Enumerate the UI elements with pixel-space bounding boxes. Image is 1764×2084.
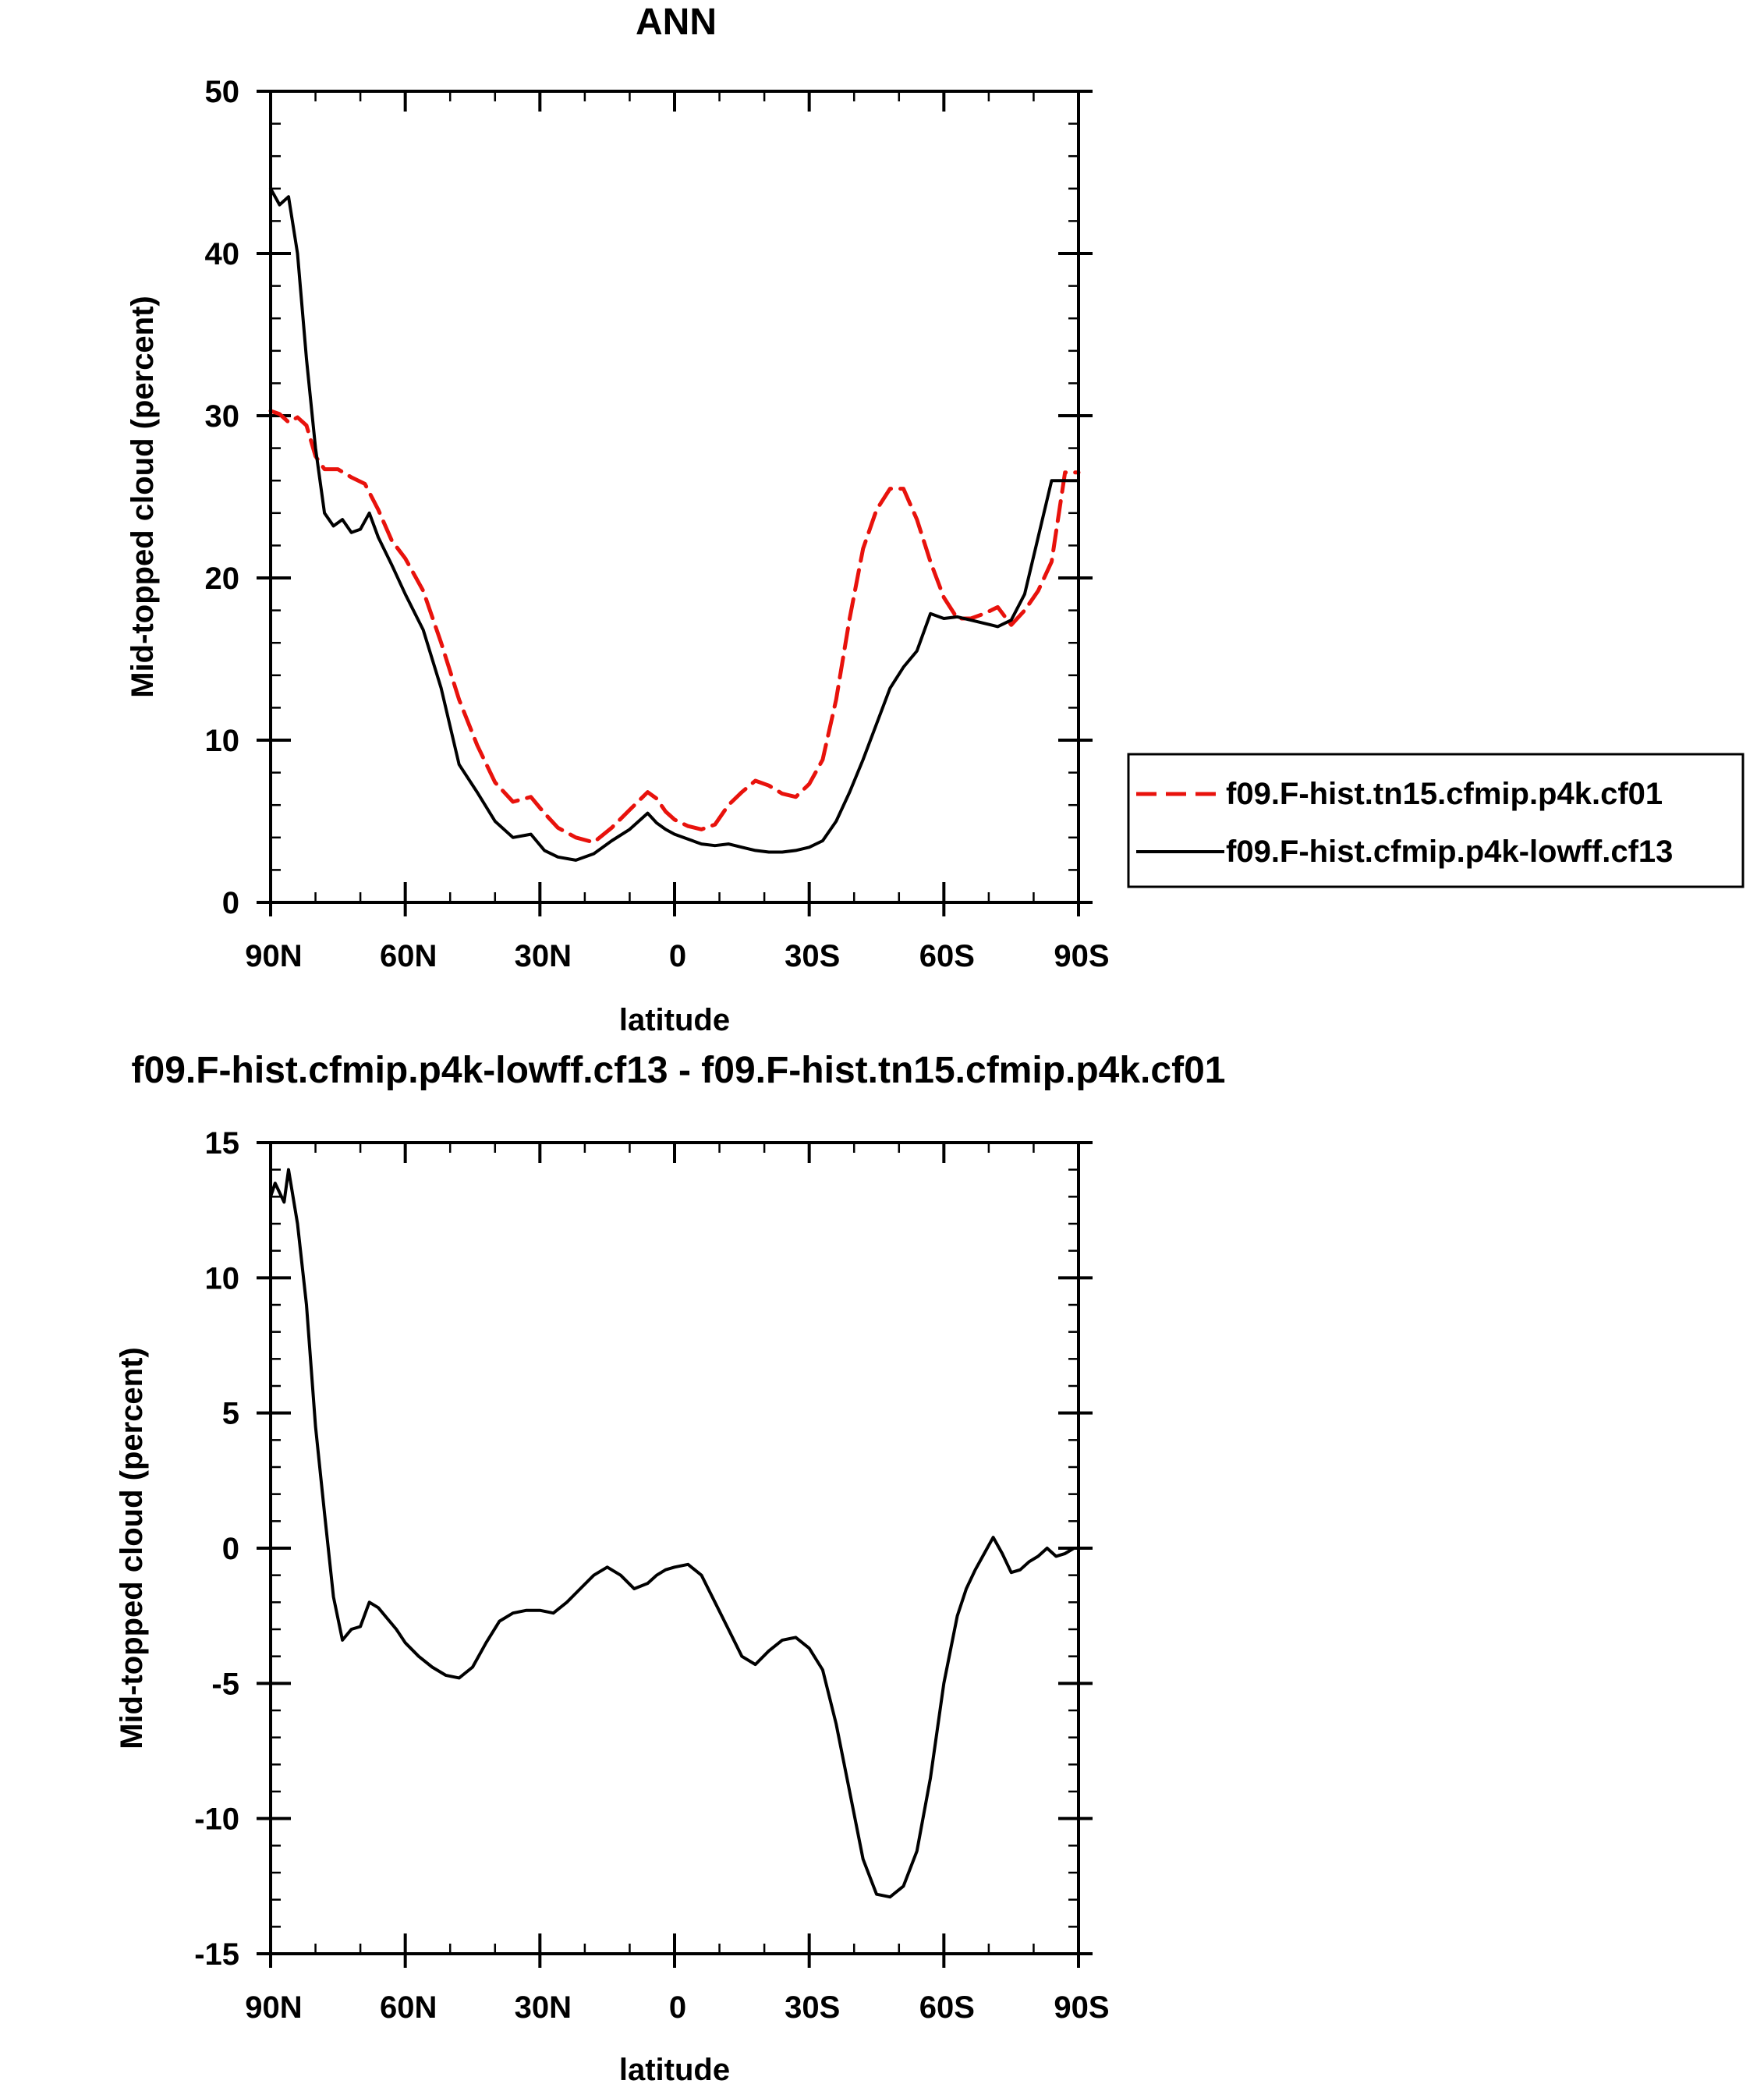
bottom-series-group bbox=[269, 1168, 1080, 1899]
bottom-xtick-label: 90N bbox=[245, 1990, 302, 2025]
bottom-ytick-label: -15 bbox=[194, 1937, 239, 1972]
top-ytick-label: 30 bbox=[205, 399, 240, 434]
bottom-xtick-label: 30N bbox=[515, 1990, 572, 2025]
top-ytick-label: 0 bbox=[222, 886, 239, 920]
legend-box bbox=[1127, 753, 1745, 888]
top-ytick-label: 20 bbox=[205, 562, 240, 596]
bottom-xtick-label: 90S bbox=[1054, 1990, 1109, 2025]
top-plot-frame bbox=[269, 90, 1080, 904]
top-y-axis-label: Mid-topped cloud (percent) bbox=[126, 296, 160, 698]
bottom-xtick-label: 60N bbox=[380, 1990, 437, 2025]
top-xtick-label: 60N bbox=[380, 939, 437, 973]
top-xtick-label: 60S bbox=[919, 939, 975, 973]
bottom-ytick-label: 15 bbox=[205, 1126, 240, 1161]
top-panel: ANN 0 10 20 30 40 50 90N 60N 30N 0 30S 60S 90S latit… bbox=[126, 2, 1745, 1037]
bottom-ytick-label: 0 bbox=[222, 1532, 239, 1566]
top-chart-title: ANN bbox=[636, 2, 717, 43]
top-ytick-label: 10 bbox=[205, 724, 240, 758]
top-xtick-label: 0 bbox=[669, 939, 686, 973]
top-series-group bbox=[268, 186, 1081, 862]
top-tick-labels: 0 10 20 30 40 50 90N 60N 30N 0 30S 60S 90S bbox=[205, 75, 1110, 973]
bottom-chart-title: f09.F-hist.cfmip.p4k-lowff.cf13 - f09.F-… bbox=[132, 1050, 1226, 1091]
bottom-plot-frame bbox=[269, 1141, 1080, 1955]
top-ytick-label: 50 bbox=[205, 75, 240, 109]
bottom-panel: f09.F-hist.cfmip.p4k-lowff.cf13 - f09.F-… bbox=[115, 1050, 1225, 2084]
top-x-axis-label: latitude bbox=[619, 1003, 730, 1037]
top-series-line-1 bbox=[268, 409, 1081, 845]
bottom-y-axis-label: Mid-topped cloud (percent) bbox=[115, 1347, 149, 1749]
bottom-series-line-1 bbox=[269, 1168, 1080, 1899]
top-xtick-label: 30S bbox=[785, 939, 840, 973]
bottom-ytick-label: -10 bbox=[194, 1802, 239, 1837]
bottom-ytick-label: -5 bbox=[211, 1667, 239, 1701]
top-axes-ticks bbox=[257, 90, 1093, 916]
legend-label-cf13: f09.F-hist.cfmip.p4k-lowff.cf13 bbox=[1226, 835, 1673, 869]
bottom-xtick-label: 30S bbox=[785, 1990, 840, 2025]
bottom-x-axis-label: latitude bbox=[619, 2053, 730, 2084]
top-xtick-label: 90S bbox=[1054, 939, 1109, 973]
top-xtick-label: 90N bbox=[245, 939, 302, 973]
top-series-line-2 bbox=[269, 186, 1080, 862]
legend-label-cf01: f09.F-hist.tn15.cfmip.p4k.cf01 bbox=[1226, 777, 1663, 811]
bottom-ytick-label: 10 bbox=[205, 1261, 240, 1295]
top-ytick-label: 40 bbox=[205, 237, 240, 271]
bottom-xtick-label: 60S bbox=[919, 1990, 975, 2025]
bottom-tick-labels: -15 -10 -5 0 5 10 15 90N 60N 30N 0 30S 60S 90S bbox=[194, 1126, 1109, 2025]
bottom-ytick-label: 5 bbox=[222, 1397, 239, 1431]
legend: f09.F-hist.tn15.cfmip.p4k.cf01 f09.F-his… bbox=[1127, 753, 1745, 888]
top-xtick-label: 30N bbox=[515, 939, 572, 973]
bottom-xtick-label: 0 bbox=[669, 1990, 686, 2025]
